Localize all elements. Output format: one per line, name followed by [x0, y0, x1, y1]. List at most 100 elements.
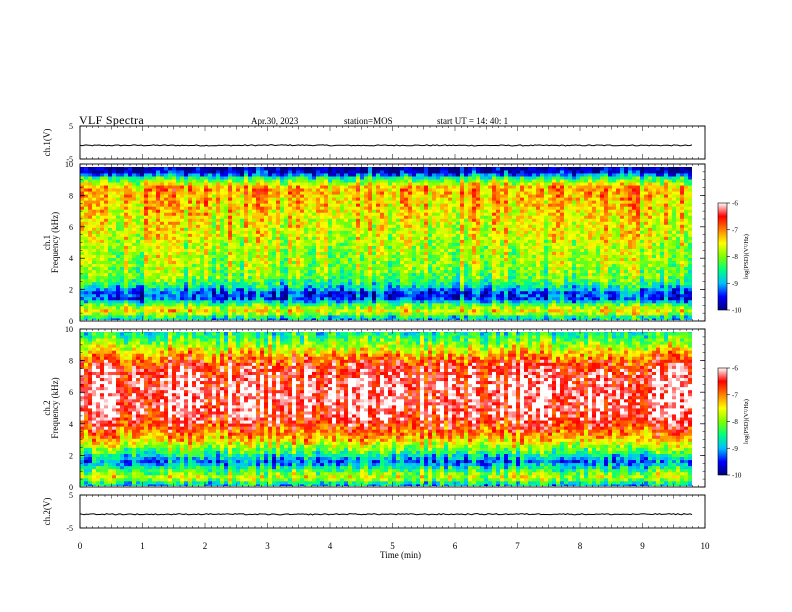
heatmap-cell — [136, 272, 141, 277]
heatmap-cell — [492, 272, 497, 277]
heatmap-cell — [216, 254, 221, 258]
heatmap-cell — [88, 317, 93, 320]
heatmap-cell — [440, 266, 445, 271]
heatmap-cell — [424, 227, 429, 231]
heatmap-cell — [176, 233, 181, 237]
heatmap-cell — [284, 245, 289, 249]
heatmap-cell — [392, 287, 397, 292]
heatmap-cell — [284, 269, 289, 274]
heatmap-cell — [204, 230, 209, 234]
heatmap-cell — [452, 284, 457, 289]
heatmap-cell — [360, 236, 365, 240]
heatmap-cell — [680, 248, 685, 252]
heatmap-cell — [504, 314, 509, 319]
heatmap-cell — [444, 254, 449, 258]
heatmap-cell — [316, 233, 321, 237]
heatmap-cell — [492, 284, 497, 289]
heatmap-cell — [204, 227, 209, 231]
heatmap-cell — [576, 248, 581, 252]
heatmap-cell — [660, 266, 665, 271]
heatmap-cell — [660, 269, 665, 274]
heatmap-cell — [648, 245, 653, 249]
heatmap-cell — [408, 230, 413, 234]
heatmap-cell — [80, 275, 85, 280]
heatmap-cell — [608, 230, 613, 234]
heatmap-cell — [644, 314, 649, 319]
heatmap-cell — [400, 284, 405, 289]
heatmap-cell — [208, 293, 213, 298]
heatmap-cell — [556, 275, 561, 280]
heatmap-cell — [96, 224, 101, 228]
heatmap-cell — [284, 257, 289, 262]
heatmap-cell — [464, 230, 469, 234]
heatmap-cell — [640, 266, 645, 271]
heatmap-cell — [316, 278, 321, 283]
heatmap-cell — [672, 227, 677, 231]
heatmap-cell — [576, 272, 581, 277]
heatmap-cell — [548, 239, 553, 243]
heatmap-cell — [432, 305, 437, 310]
heatmap-cell — [428, 302, 433, 307]
heatmap-cell — [272, 317, 277, 320]
heatmap-cell — [420, 290, 425, 295]
heatmap-cell — [576, 293, 581, 298]
heatmap-cell — [688, 254, 692, 258]
heatmap-cell — [676, 284, 681, 289]
heatmap-cell — [220, 245, 225, 249]
heatmap-cell — [308, 311, 313, 316]
heatmap-cell — [528, 284, 533, 289]
heatmap-cell — [320, 251, 325, 255]
heatmap-cell — [604, 251, 609, 255]
heatmap-cell — [152, 227, 157, 231]
heatmap-cell — [464, 305, 469, 310]
heatmap-cell — [260, 248, 265, 252]
heatmap-cell — [452, 293, 457, 298]
heatmap-cell — [572, 302, 577, 307]
heatmap-cell — [528, 299, 533, 304]
heatmap-cell — [384, 242, 389, 246]
heatmap-cell — [648, 308, 653, 313]
heatmap-cell — [672, 305, 677, 310]
heatmap-cell — [216, 248, 221, 252]
heatmap-cell — [188, 275, 193, 280]
heatmap-cell — [360, 296, 365, 301]
heatmap-cell — [412, 269, 417, 274]
heatmap-cell — [140, 314, 145, 319]
heatmap-cell — [376, 305, 381, 310]
heatmap-cell — [468, 257, 473, 262]
heatmap-cell — [292, 254, 297, 258]
heatmap-cell — [416, 275, 421, 280]
heatmap-cell — [624, 290, 629, 295]
heatmap-cell — [144, 311, 149, 316]
heatmap-cell — [80, 266, 85, 271]
heatmap-cell — [96, 230, 101, 234]
heatmap-cell — [204, 260, 209, 265]
heatmap-cell — [480, 293, 485, 298]
heatmap-cell — [80, 299, 85, 304]
heatmap-cell — [172, 305, 177, 310]
heatmap-cell — [372, 263, 377, 268]
heatmap-cell — [184, 302, 189, 307]
heatmap-cell — [240, 296, 245, 301]
heatmap-cell — [576, 245, 581, 249]
heatmap-cell — [188, 296, 193, 301]
heatmap-cell — [144, 233, 149, 237]
heatmap-cell — [176, 227, 181, 231]
heatmap-cell — [292, 248, 297, 252]
heatmap-cell — [92, 317, 97, 320]
heatmap-cell — [552, 296, 557, 301]
heatmap-cell — [200, 257, 205, 262]
heatmap-cell — [184, 260, 189, 265]
heatmap-cell — [164, 308, 169, 313]
heatmap-cell — [96, 299, 101, 304]
heatmap-cell — [176, 272, 181, 277]
heatmap-cell — [184, 269, 189, 274]
heatmap-cell — [148, 227, 153, 231]
heatmap-cell — [616, 311, 621, 316]
heatmap-cell — [88, 239, 93, 243]
heatmap-cell — [160, 305, 165, 310]
heatmap-cell — [440, 314, 445, 319]
heatmap-cell — [104, 305, 109, 310]
heatmap-cell — [116, 251, 121, 255]
heatmap-cell — [444, 287, 449, 292]
